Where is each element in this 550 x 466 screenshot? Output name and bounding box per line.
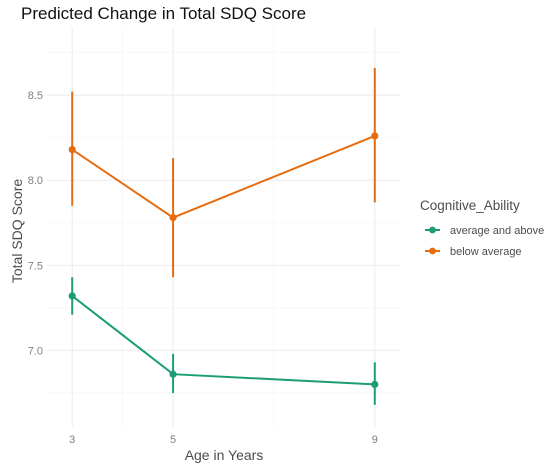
x-axis-title: Age in Years	[185, 447, 264, 463]
x-tick-label: 5	[170, 434, 176, 446]
legend-label: average and above	[450, 225, 544, 237]
chart-title: Predicted Change in Total SDQ Score	[21, 4, 306, 23]
legend: Cognitive_Ability average and above below…	[420, 198, 544, 258]
y-axis-title: Total SDQ Score	[9, 179, 25, 283]
grid	[47, 27, 400, 427]
data-point	[68, 145, 76, 154]
data-point	[169, 370, 177, 378]
y-tick-label: 7.5	[28, 260, 43, 272]
legend-key-point	[429, 247, 436, 255]
legend-label: below average	[450, 246, 522, 258]
series-line	[71, 295, 375, 386]
series-line	[71, 134, 376, 219]
y-tick-label: 7.0	[28, 345, 43, 357]
data-point	[68, 292, 76, 300]
x-tick-label: 3	[69, 434, 75, 446]
y-tick-label: 8.5	[28, 90, 43, 102]
data-point	[371, 132, 379, 140]
x-tick-label: 9	[372, 434, 378, 446]
legend-key-point	[429, 226, 436, 234]
axes: 7.0 7.5 8.0 8.5 3 5 9	[28, 90, 378, 446]
legend-title: Cognitive_Ability	[420, 198, 520, 213]
data-point	[371, 380, 379, 389]
data-point	[169, 214, 177, 222]
plot-marks	[68, 67, 379, 405]
y-tick-label: 8.0	[28, 175, 43, 187]
